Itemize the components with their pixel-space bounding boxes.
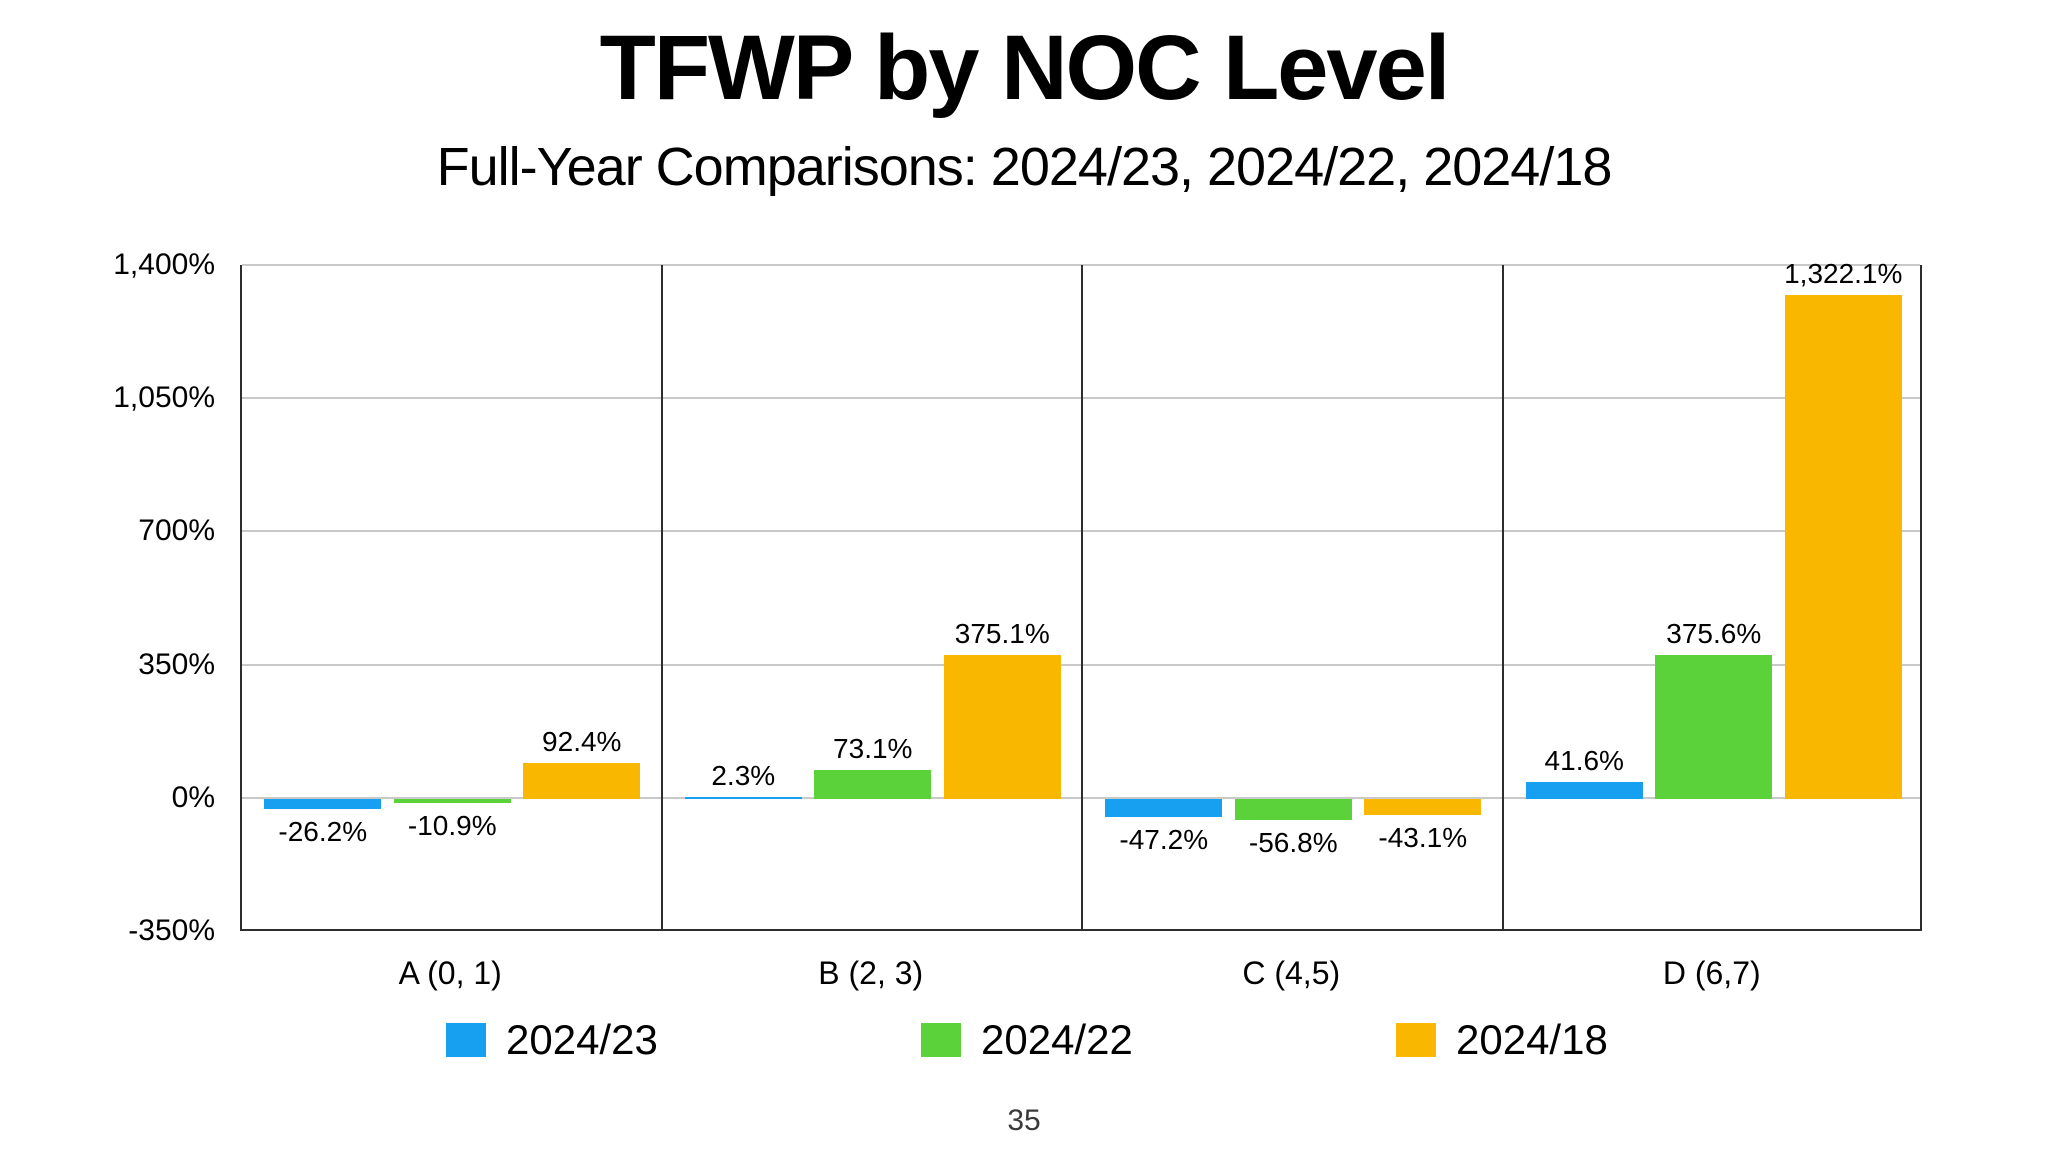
bar-2024/23-D (6,7) (1525, 781, 1643, 799)
legend-item-2024/23: 2024/23 (446, 1018, 658, 1062)
category-panel: -47.2% -56.8% -43.1% (1083, 265, 1504, 929)
bar-value-label: 375.6% (1666, 617, 1762, 649)
bar-2024/18-A (0, 1) (523, 762, 641, 799)
bar-2024/18-B (2, 3) (943, 655, 1061, 799)
bar-2024/18-D (6,7) (1784, 294, 1902, 799)
bar-value-label: 73.1% (833, 732, 913, 764)
y-tick-label: 0% (171, 780, 215, 814)
bar-2024/23-A (0, 1) (264, 798, 382, 809)
bar-2024/18-C (4,5) (1364, 798, 1482, 816)
legend-swatch (446, 1023, 486, 1057)
y-tick-label: 1,050% (113, 381, 215, 415)
category-label: D (6,7) (1662, 955, 1761, 991)
chart-subtitle: Full-Year Comparisons: 2024/23, 2024/22,… (436, 137, 1613, 197)
bar-value-label: -43.1% (1378, 822, 1468, 854)
category-label: B (2, 3) (818, 955, 924, 991)
legend-swatch (1396, 1023, 1436, 1057)
category-panel: 41.6% 375.6% 1,322.1% (1504, 258, 1925, 929)
bar-value-label: -47.2% (1119, 823, 1209, 855)
category-panel: 2.3% 73.1% 375.1% (663, 265, 1083, 929)
bar-value-label: -26.2% (278, 815, 368, 847)
legend-label: 2024/23 (506, 1016, 658, 1063)
gridline (242, 264, 1920, 266)
gridline (242, 663, 1920, 666)
page-number: 35 (1007, 1104, 1041, 1137)
bar-value-label: 2.3% (711, 759, 776, 791)
category-panel: -26.2% -10.9% 92.4% (242, 265, 663, 929)
bar-value-label: 92.4% (542, 725, 622, 757)
category-label: C (4,5) (1242, 955, 1341, 991)
gridline (242, 397, 1920, 400)
legend-label: 2024/22 (981, 1016, 1133, 1063)
gridline (242, 796, 1920, 799)
bar-value-label: 41.6% (1544, 744, 1624, 776)
bar-2024/23-C (4,5) (1105, 798, 1223, 817)
chart-title: TFWP by NOC Level (599, 17, 1451, 119)
bar-value-label: 375.1% (954, 618, 1050, 650)
y-tick-label: 350% (138, 647, 215, 681)
bar-value-label: -56.8% (1248, 827, 1338, 859)
y-tick-label: 1,400% (113, 248, 215, 281)
plot-area: -26.2% -10.9% 92.4% 2.3% 73.1% 375.1% -47.2% -5… (240, 258, 1925, 931)
legend-swatch (921, 1023, 961, 1057)
bar-2024/22-D (6,7) (1655, 654, 1773, 799)
bar-2024/23-B (2, 3) (684, 796, 802, 799)
legend-label: 2024/18 (1456, 1016, 1608, 1063)
legend-item-2024/22: 2024/22 (921, 1018, 1133, 1062)
gridline (242, 530, 1920, 533)
bar-value-label: 1,322.1% (1784, 257, 1903, 289)
bar-value-label: -10.9% (407, 809, 497, 841)
legend-item-2024/18: 2024/18 (1396, 1018, 1608, 1062)
y-tick-label: 700% (138, 514, 215, 548)
bar-2024/22-C (4,5) (1234, 798, 1352, 821)
category-label: A (0, 1) (398, 955, 502, 991)
y-tick-label: -350% (128, 914, 215, 947)
bar-2024/22-B (2, 3) (814, 769, 932, 799)
bar-2024/22-A (0, 1) (393, 798, 511, 803)
